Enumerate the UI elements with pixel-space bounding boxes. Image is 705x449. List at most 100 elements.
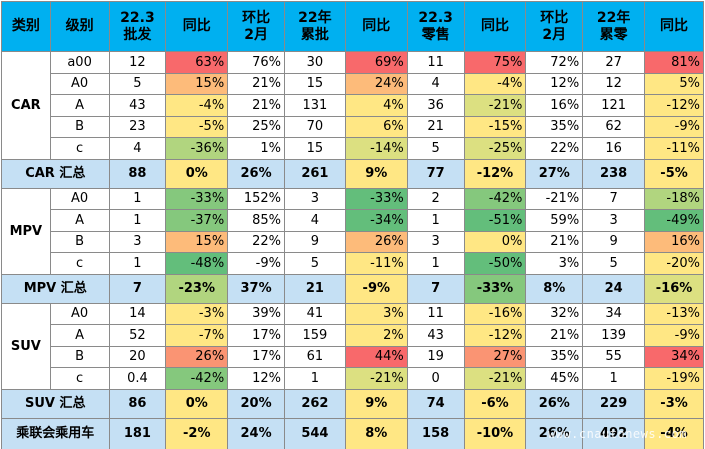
cell-value: 15%: [165, 230, 229, 253]
cell-value: 26%: [165, 345, 229, 368]
cell-value: 21%: [525, 230, 584, 253]
cell-value: 492: [582, 417, 646, 449]
cell-value: 16: [582, 137, 646, 160]
cell-value: 261: [283, 158, 346, 189]
cell-value: 5: [582, 252, 646, 275]
cell-value: 1: [108, 209, 167, 232]
header-mom-retail: 环比 2月: [525, 1, 584, 52]
cell-value: 131: [283, 94, 346, 117]
cell-value: -12%: [463, 324, 527, 347]
table-row: CAR a00 12 63% 76% 30 69% 11 75% 72% 27 81%: [1, 51, 704, 160]
summary-label: MPV 汇总: [1, 273, 110, 304]
level-label: A0: [49, 72, 110, 95]
category-label: SUV: [1, 302, 51, 390]
cell-value: 52: [108, 324, 167, 347]
cell-value: 7: [406, 273, 465, 304]
cell-value: -49%: [644, 209, 704, 232]
level-label: A0: [49, 187, 110, 210]
cell-value: 15: [283, 137, 346, 160]
total-row: 乘联会乘用车 181 -2% 24% 544 8% 158 -10% 26% 492 -4%: [1, 417, 704, 449]
cell-value: -16%: [644, 273, 704, 304]
header-row: 类别 级别 22.3 批发 同比 环比 2月 22年 累批 同比 22.3 零售 同比 …: [1, 1, 704, 52]
cell-value: 4: [283, 209, 346, 232]
cell-value: 39%: [227, 302, 285, 325]
level-label: B: [49, 115, 110, 138]
cell-value: 544: [283, 417, 346, 449]
category-label: MPV: [1, 187, 51, 275]
cell-value: 43: [108, 94, 167, 117]
cell-value: 1: [406, 252, 465, 275]
cell-value: 86: [108, 388, 167, 419]
cell-value: -21%: [463, 367, 527, 390]
level-label: c: [49, 252, 110, 275]
cell-value: 0%: [165, 158, 229, 189]
cell-value: 81%: [644, 51, 704, 74]
header-type: 类别: [1, 1, 51, 52]
header-cum-wholesale: 22年 累批: [283, 1, 346, 52]
cell-value: 159: [283, 324, 346, 347]
cell-value: -9%: [644, 324, 704, 347]
cell-value: -2%: [165, 417, 229, 449]
cell-value: 21%: [525, 324, 584, 347]
cell-value: 24%: [344, 72, 408, 95]
cell-value: 26%: [525, 388, 584, 419]
cell-value: 88: [108, 158, 167, 189]
cell-value: -9%: [644, 115, 704, 138]
cell-value: 1: [406, 209, 465, 232]
cell-value: 9: [283, 230, 346, 253]
header-yoy-retail: 同比: [463, 1, 527, 52]
header-retail: 22.3 零售: [406, 1, 465, 52]
cell-value: 12%: [525, 72, 584, 95]
header-yoy-cum-wholesale: 同比: [344, 1, 408, 52]
watermark-text: www.cnautonews.com: [547, 427, 687, 441]
cell-value: 2: [406, 187, 465, 210]
table-row: A 1 -37% 85% 4 -34% 1 -51% 59% 3 -49%: [2, 209, 704, 232]
summary-row: CAR 汇总 88 0% 26% 261 9% 77 -12% 27% 238 -5%: [1, 158, 704, 189]
cell-value: -42%: [165, 367, 229, 390]
level-label: A: [49, 209, 110, 232]
cell-value: -16%: [463, 302, 527, 325]
summary-row: MPV 汇总 7 -23% 37% 21 -9% 7 -33% 8% 24 -16%: [1, 273, 704, 304]
header-yoy-cum-retail: 同比: [644, 1, 704, 52]
cell-value: -12%: [644, 94, 704, 117]
cell-value: 3: [283, 187, 346, 210]
cell-value: 139: [582, 324, 646, 347]
cell-value: 3%: [344, 302, 408, 325]
level-label: c: [49, 137, 110, 160]
cell-value: 27%: [463, 345, 527, 368]
cell-value: 27%: [525, 158, 584, 189]
cell-value: 21%: [227, 94, 285, 117]
summary-row: SUV 汇总 86 0% 20% 262 9% 74 -6% 26% 229 -3%: [1, 388, 704, 419]
table-row: B 3 15% 22% 9 26% 3 0% 21% 9 16%: [2, 230, 704, 253]
cell-value: 0.4: [108, 367, 167, 390]
cell-value: 20: [108, 345, 167, 368]
cell-value: 4: [406, 72, 465, 95]
cell-value: 0%: [165, 388, 229, 419]
cell-value: 11: [406, 51, 465, 74]
cell-value: 26%: [227, 158, 285, 189]
cell-value: 5: [108, 72, 167, 95]
cell-value: 1%: [227, 137, 285, 160]
cell-value: 76%: [227, 51, 285, 74]
header-level: 级别: [49, 1, 110, 52]
cell-value: 19: [406, 345, 465, 368]
cell-value: -48%: [165, 252, 229, 275]
cell-value: 17%: [227, 324, 285, 347]
cell-value: 15%: [165, 72, 229, 95]
cell-value: 8%: [525, 273, 584, 304]
cell-value: 70: [283, 115, 346, 138]
cell-value: 7: [108, 273, 167, 304]
cell-value: -5%: [165, 115, 229, 138]
cell-value: 37%: [227, 273, 285, 304]
cell-value: 3%: [525, 252, 584, 275]
cell-value: -34%: [344, 209, 408, 232]
table-row: A 52 -7% 17% 159 2% 43 -12% 21% 139 -9%: [2, 324, 704, 347]
table-row: B 20 26% 17% 61 44% 19 27% 35% 55 34%: [2, 345, 704, 368]
table-row: B 23 -5% 25% 70 6% 21 -15% 35% 62 -9%: [2, 115, 704, 138]
cell-value: 26%: [344, 230, 408, 253]
level-label: A0: [49, 302, 110, 325]
cell-value: 152%: [227, 187, 285, 210]
level-label: a00: [49, 51, 110, 74]
category-label: CAR: [1, 51, 51, 160]
cell-value: -23%: [165, 273, 229, 304]
